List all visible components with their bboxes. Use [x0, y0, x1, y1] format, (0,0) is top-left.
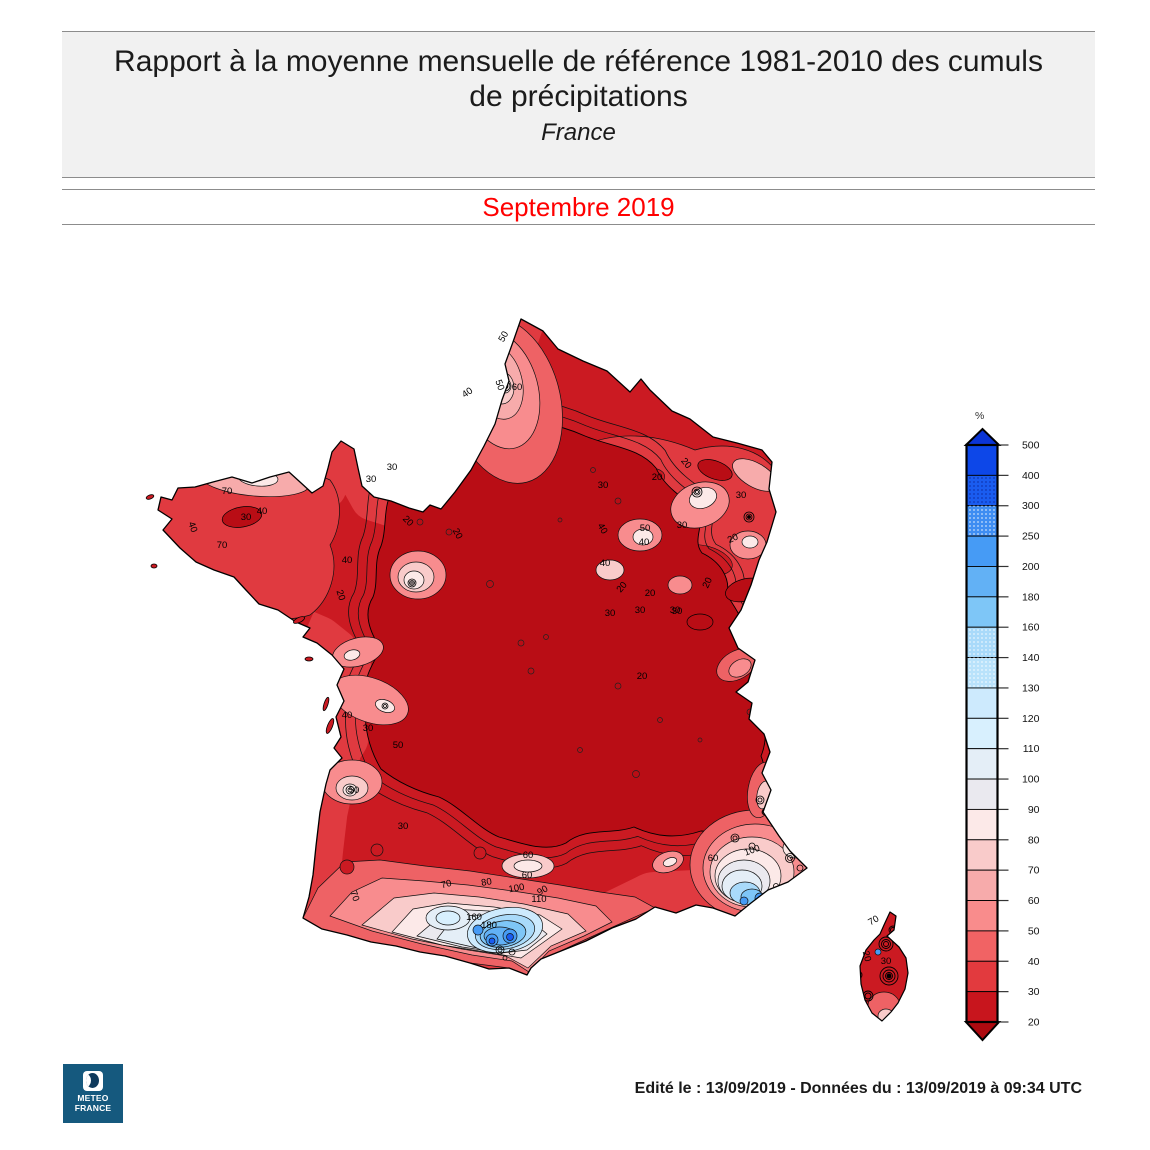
page-title-line2: de précipitations	[469, 80, 688, 113]
svg-text:180: 180	[1022, 591, 1040, 603]
svg-text:30: 30	[672, 606, 683, 617]
svg-text:70: 70	[1028, 865, 1040, 877]
france-mainland	[157, 318, 808, 976]
svg-text:200: 200	[1022, 561, 1040, 573]
svg-text:60: 60	[522, 870, 533, 881]
svg-text:250: 250	[1022, 531, 1040, 543]
svg-text:180: 180	[481, 920, 497, 931]
report-header: Rapport à la moyenne mensuelle de référe…	[62, 31, 1095, 178]
svg-text:70: 70	[866, 913, 881, 928]
svg-text:40: 40	[595, 521, 610, 536]
svg-text:20: 20	[334, 588, 348, 601]
svg-text:50: 50	[640, 523, 651, 534]
svg-text:50: 50	[492, 378, 506, 392]
svg-text:70: 70	[347, 889, 361, 903]
svg-text:30: 30	[736, 490, 747, 501]
offshore-islands	[145, 494, 335, 734]
svg-text:30: 30	[670, 605, 681, 616]
svg-text:20: 20	[637, 671, 648, 682]
svg-text:30: 30	[598, 480, 609, 491]
logo-text-line2: FRANCE	[74, 1103, 112, 1113]
svg-text:30: 30	[677, 520, 688, 531]
west-coast-pink-patches	[321, 674, 409, 805]
svg-text:110: 110	[531, 894, 546, 905]
svg-text:20: 20	[1028, 1017, 1040, 1029]
legend-top-arrow	[963, 427, 1002, 446]
svg-text:50: 50	[1028, 925, 1040, 937]
svg-text:400: 400	[1022, 470, 1040, 482]
meteo-france-logo: METEO FRANCE	[63, 1064, 123, 1123]
svg-text:40: 40	[1028, 956, 1040, 968]
logo-text-line1: METEO	[77, 1093, 109, 1103]
svg-text:40: 40	[460, 385, 475, 400]
svg-text:20: 20	[652, 472, 663, 483]
southwest-gradient-stack	[302, 843, 656, 975]
svg-text:100: 100	[743, 843, 762, 859]
svg-text:80: 80	[480, 876, 492, 889]
svg-text:30: 30	[1028, 986, 1040, 998]
svg-text:160: 160	[466, 912, 482, 923]
svg-text:30: 30	[635, 605, 646, 616]
svg-text:50: 50	[496, 329, 511, 344]
color-scale-legend: % 500 400 300 250 200 180 160 140 130 120 110 100 90…	[963, 410, 1040, 1042]
svg-text:160: 160	[1022, 622, 1040, 634]
svg-text:40: 40	[342, 710, 353, 721]
svg-text:50: 50	[349, 785, 360, 796]
svg-text:30: 30	[881, 956, 892, 967]
svg-text:130: 130	[1022, 682, 1040, 694]
svg-text:40: 40	[342, 555, 353, 566]
svg-text:30: 30	[605, 608, 616, 619]
svg-text:60: 60	[708, 853, 719, 864]
svg-text:100: 100	[508, 882, 526, 896]
svg-text:70: 70	[222, 486, 233, 497]
svg-text:60: 60	[512, 382, 523, 393]
svg-text:90: 90	[1028, 804, 1040, 816]
legend-color-bar: 500 400 300 250 200 180 160 140 130 120 110 100 90 80…	[966, 440, 1040, 1029]
svg-text:80: 80	[1028, 834, 1040, 846]
legend-bar-frame	[965, 443, 999, 1024]
svg-text:20: 20	[701, 576, 715, 590]
svg-text:120: 120	[1022, 713, 1040, 725]
svg-text:100: 100	[1022, 774, 1040, 786]
svg-text:30: 30	[398, 821, 409, 832]
svg-text:90: 90	[535, 883, 550, 898]
svg-text:110: 110	[1023, 743, 1040, 755]
legend-bottom-arrow	[963, 1021, 1002, 1042]
svg-text:60: 60	[523, 850, 534, 861]
svg-text:140: 140	[1022, 652, 1040, 664]
svg-text:20: 20	[450, 527, 465, 542]
svg-text:70: 70	[217, 540, 228, 551]
contour-value-labels: 50 50 60 40 30 30 20 70 40 30 40 70 40 20 20 20 30 30 30 20…	[185, 329, 891, 967]
svg-text:30: 30	[241, 512, 252, 523]
svg-text:40: 40	[185, 520, 199, 534]
svg-text:500: 500	[1022, 440, 1040, 452]
meteo-france-globe-icon	[83, 1071, 103, 1091]
region-subtitle: France	[541, 119, 616, 146]
svg-text:70: 70	[440, 878, 453, 891]
svg-text:50: 50	[393, 740, 404, 751]
svg-text:20: 20	[726, 532, 740, 546]
svg-text:30: 30	[363, 723, 374, 734]
svg-text:300: 300	[1022, 500, 1040, 512]
svg-text:40: 40	[257, 506, 268, 517]
france-fill-bands	[158, 319, 807, 975]
edition-timestamp: Edité le : 13/09/2019 - Données du : 13/…	[634, 1080, 1082, 1097]
period-label: Septembre 2019	[62, 189, 1095, 225]
svg-text:30: 30	[387, 462, 398, 473]
southeast-gradient-stack	[689, 809, 807, 921]
page-title-line1: Rapport à la moyenne mensuelle de référe…	[114, 45, 1043, 78]
svg-text:40: 40	[600, 558, 611, 569]
svg-text:20: 20	[860, 950, 873, 963]
svg-text:60: 60	[1028, 895, 1040, 907]
svg-text:40: 40	[639, 537, 650, 548]
legend-unit-label: %	[975, 410, 984, 422]
svg-text:20: 20	[645, 588, 656, 599]
corsica-island	[859, 911, 909, 1022]
svg-text:30: 30	[366, 474, 377, 485]
